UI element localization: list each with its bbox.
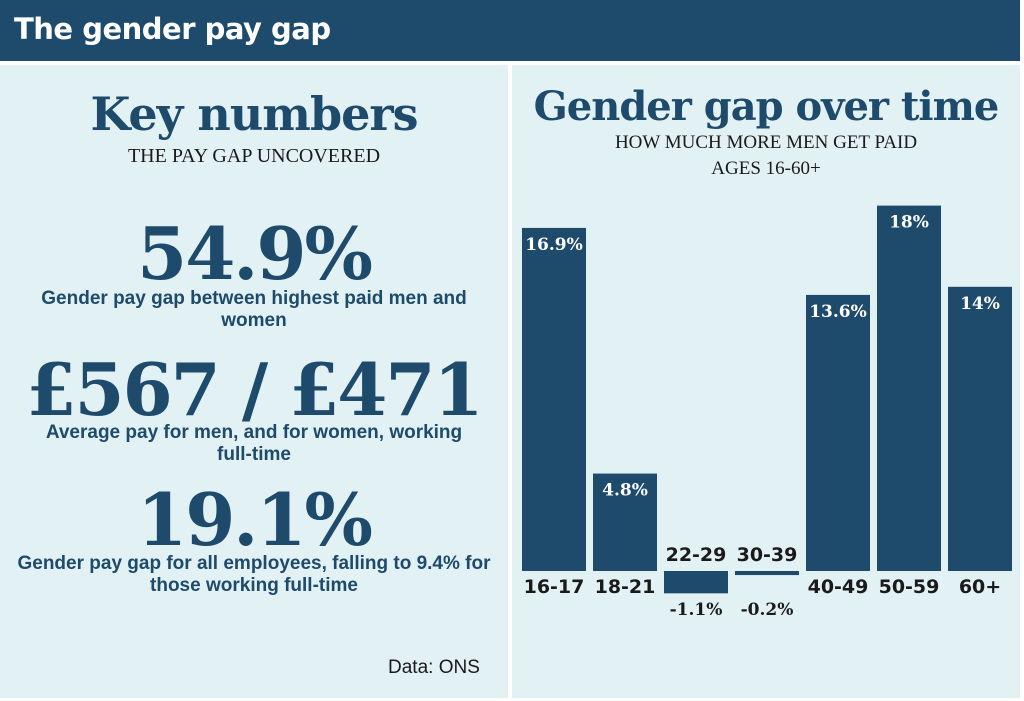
chart-title: Gender gap over time: [533, 83, 1000, 130]
category-label-22-29: 22-29: [666, 544, 727, 566]
data-label-22-29: -1.1%: [670, 600, 723, 620]
data-label-60+: 14%: [960, 294, 1000, 314]
stat-description-average-pay: Average pay for men, and for women, work…: [45, 422, 463, 465]
key-numbers-heading: Key numbers: [90, 87, 418, 141]
bar-50-59: [877, 205, 941, 571]
header-bar: The gender pay gap: [0, 0, 1020, 61]
stat-value-average-pay: £567 / £471: [26, 347, 483, 432]
bar-18-21: [593, 473, 657, 571]
bar-40-49: [806, 294, 870, 571]
data-source: Data: ONS: [388, 657, 480, 678]
key-numbers-subheading: THE PAY GAP UNCOVERED: [127, 145, 381, 167]
category-label-30-39: 30-39: [737, 544, 798, 566]
category-label-60+: 60+: [959, 576, 1001, 598]
data-label-16-17: 16.9%: [525, 235, 583, 255]
bar-60+: [948, 286, 1012, 571]
chart-subtitle-line1: HOW MUCH MORE MEN GET PAID: [614, 132, 918, 153]
stat-value-top-gap: 54.9%: [137, 211, 373, 296]
category-label-40-49: 40-49: [808, 576, 869, 598]
stat-description-overall-gap: Gender pay gap for all employees, fallin…: [17, 553, 491, 596]
data-label-40-49: 13.6%: [809, 302, 867, 322]
bar-22-29: [664, 571, 728, 594]
key-numbers-panel: Key numbers THE PAY GAP UNCOVERED 54.9% …: [0, 65, 508, 698]
category-label-18-21: 18-21: [595, 576, 656, 598]
bar-30-39: [735, 571, 799, 576]
stat-description-top-gap: Gender pay gap between highest paid men …: [41, 288, 467, 331]
data-label-30-39: -0.2%: [741, 600, 794, 620]
chart-panel: Gender gap over time HOW MUCH MORE MEN G…: [512, 65, 1020, 698]
bar-16-17: [522, 227, 586, 571]
category-label-50-59: 50-59: [879, 576, 940, 598]
page-title: The gender pay gap: [14, 12, 331, 46]
data-label-18-21: 4.8%: [602, 481, 648, 501]
chart-subtitle: HOW MUCH MORE MEN GET PAID AGES 16-60+: [512, 130, 1020, 182]
chart-subtitle-line2: AGES 16-60+: [711, 158, 821, 179]
data-label-50-59: 18%: [889, 213, 929, 233]
bar-chart: 16.9% 16-17 4.8% 18-21 -1.1% 22-29 -0.2% 30-39 1…: [522, 205, 1012, 620]
category-label-16-17: 16-17: [524, 576, 585, 598]
stat-value-overall-gap: 19.1%: [137, 477, 373, 562]
